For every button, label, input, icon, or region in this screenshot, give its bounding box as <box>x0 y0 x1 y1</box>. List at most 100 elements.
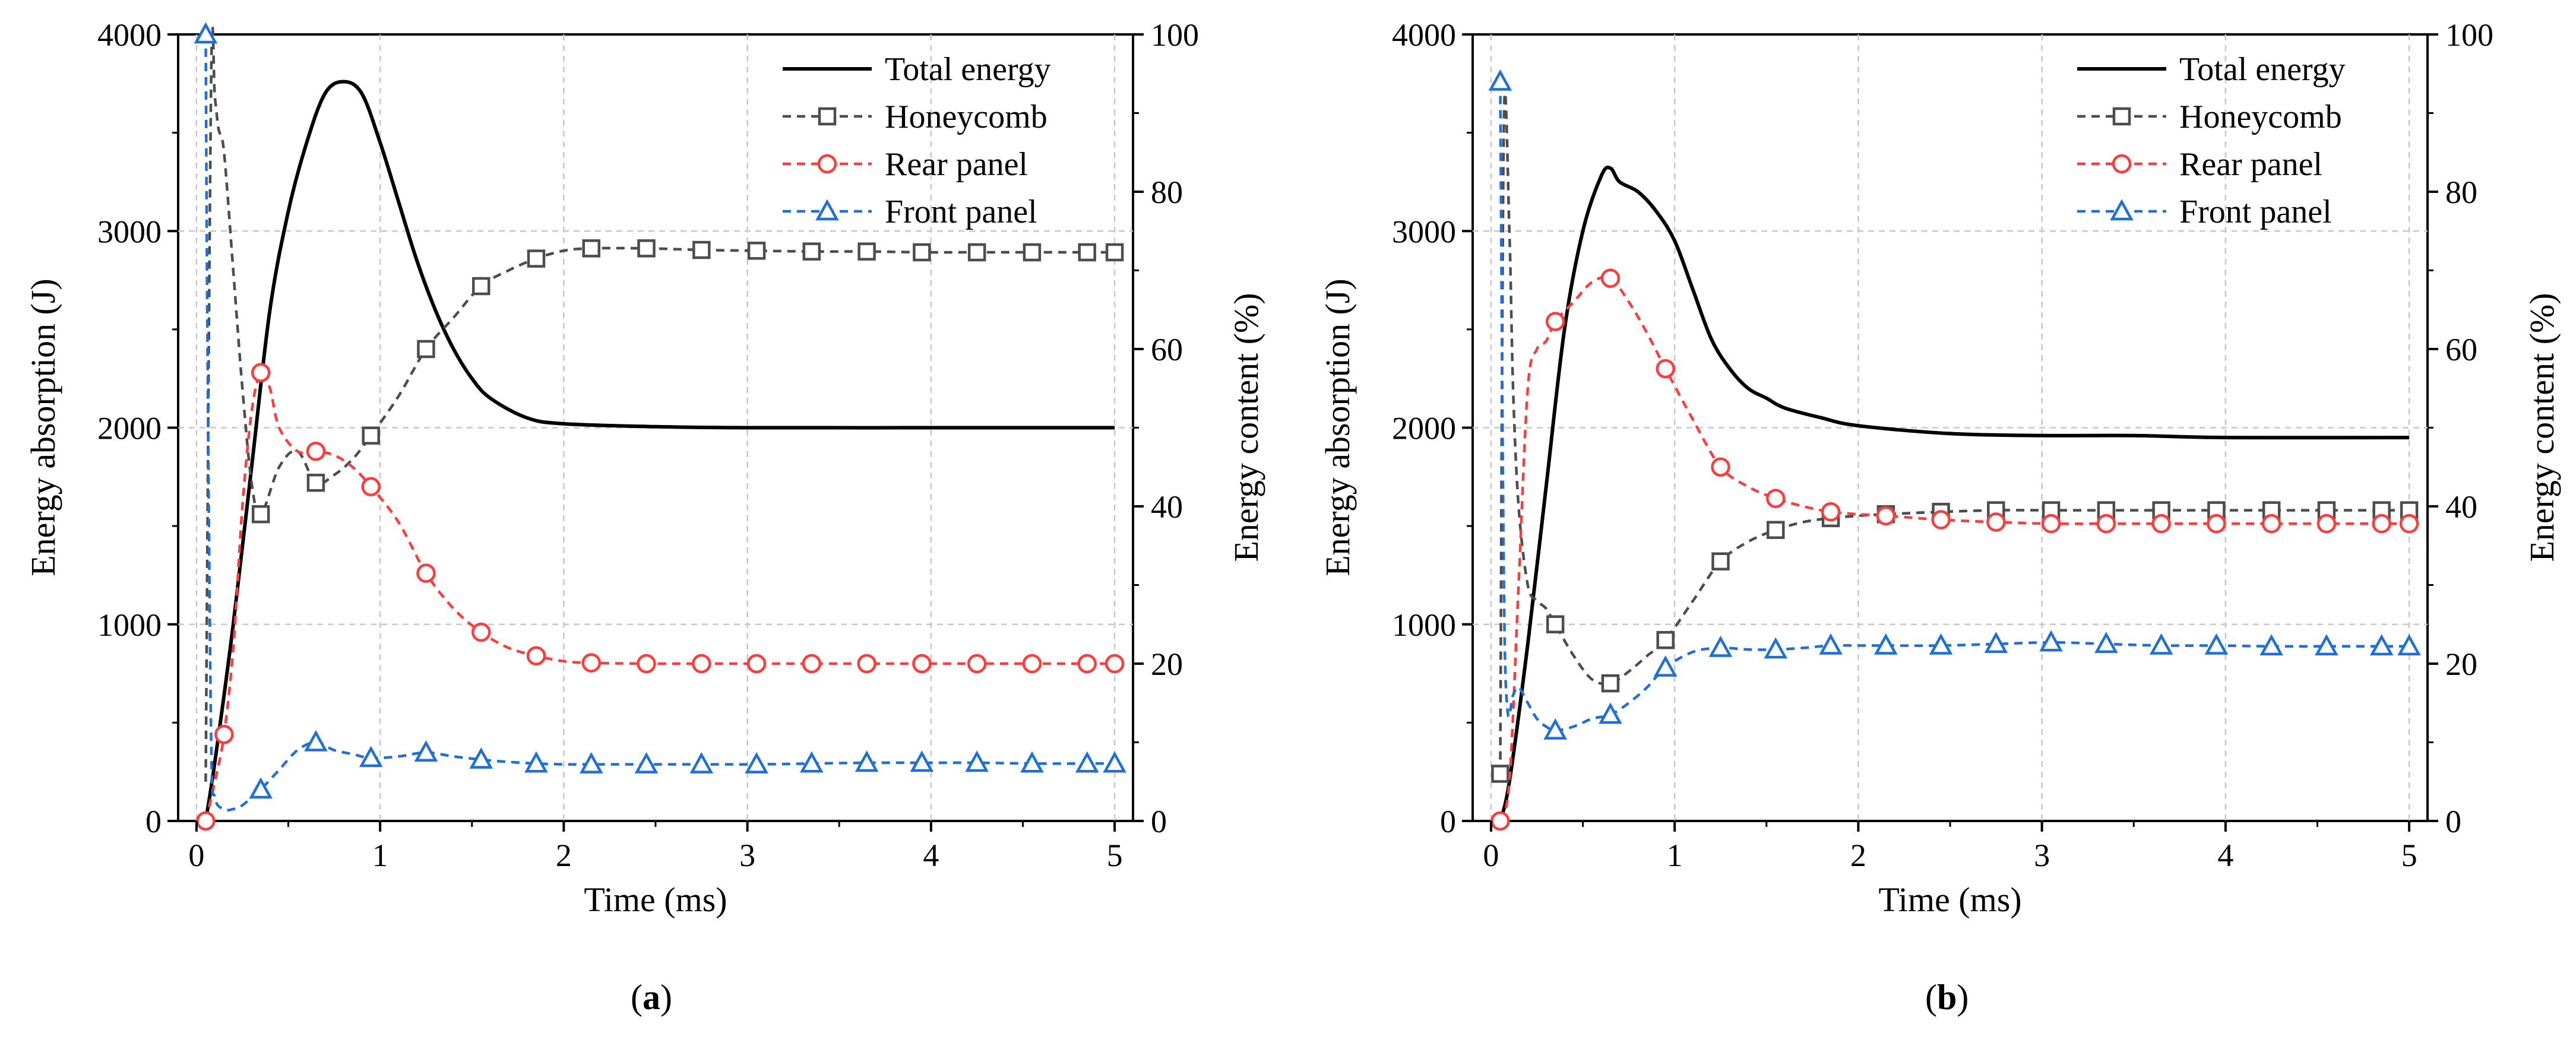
data-point-rear-panel <box>802 654 822 674</box>
data-point-honeycomb <box>857 242 876 261</box>
legend-marker-honeycomb <box>818 107 837 126</box>
data-point-rear-panel <box>306 442 326 461</box>
data-point-rear-panel <box>2261 513 2281 534</box>
data-point-front-panel <box>2397 634 2421 656</box>
data-point-rear-panel <box>2372 513 2391 534</box>
data-point-front-panel <box>249 777 273 799</box>
data-point-rear-panel <box>1986 512 2006 532</box>
data-point-honeycomb <box>802 242 821 261</box>
data-point-rear-panel <box>1765 489 1786 508</box>
y-tick-label-right: 60 <box>2445 332 2477 367</box>
data-point-rear-panel <box>1711 457 1730 477</box>
y-tick-label-right: 0 <box>1151 804 1167 839</box>
x-tick-label: 2 <box>556 838 572 873</box>
series-layer <box>194 22 1126 831</box>
data-point-honeycomb <box>417 340 435 359</box>
data-point-front-panel <box>469 747 493 769</box>
legend-label-front-panel: Front panel <box>2179 194 2332 230</box>
x-tick-label: 1 <box>1667 838 1683 873</box>
series-line-front-panel <box>1499 81 2410 732</box>
data-point-front-panel <box>855 750 879 772</box>
data-point-rear-panel <box>2207 513 2226 534</box>
data-point-rear-panel <box>1545 312 1565 331</box>
data-point-rear-panel <box>416 563 436 583</box>
data-point-front-panel <box>1020 751 1044 773</box>
data-point-front-panel <box>745 752 768 773</box>
legend-label-rear-panel: Rear panel <box>885 146 1028 183</box>
y-tick-label-left: 1000 <box>97 607 162 643</box>
data-point-front-panel <box>1488 69 1512 91</box>
legend-label-rear-panel: Rear panel <box>2179 146 2322 183</box>
y-axis-label-right: Energy content (%) <box>1227 293 1265 562</box>
data-point-honeycomb <box>1078 243 1096 262</box>
y-tick-label-left: 0 <box>1440 804 1456 839</box>
data-point-honeycomb <box>747 242 766 260</box>
x-tick-label: 4 <box>2217 838 2233 873</box>
series-line-honeycomb <box>1499 91 2410 774</box>
data-point-rear-panel <box>581 653 602 673</box>
data-point-front-panel <box>910 750 934 772</box>
data-point-rear-panel <box>1876 506 1896 526</box>
data-point-front-panel <box>634 752 659 773</box>
data-point-front-panel <box>1929 633 1953 655</box>
y-tick-label-left: 4000 <box>97 17 162 53</box>
panel-label: (a) <box>631 978 672 1017</box>
data-point-honeycomb <box>251 505 270 524</box>
data-point-front-panel <box>194 22 218 44</box>
data-point-honeycomb <box>692 240 711 259</box>
data-point-front-panel <box>1653 655 1678 677</box>
x-axis-label: Time (ms) <box>584 880 727 919</box>
data-point-honeycomb <box>306 474 325 492</box>
legend: Total energy Honeycomb Rear panel Front pan… <box>2077 51 2346 230</box>
data-point-honeycomb <box>1491 765 1509 783</box>
data-point-honeycomb <box>1711 552 1730 570</box>
y-axis-label-left: Energy absorption (J) <box>24 278 62 576</box>
x-tick-label: 1 <box>372 838 388 873</box>
series-line-total-energy <box>204 80 1115 822</box>
data-point-rear-panel <box>526 646 546 665</box>
legend-marker-rear-panel <box>2112 154 2132 174</box>
data-point-rear-panel <box>2151 513 2171 534</box>
data-point-rear-panel <box>214 725 234 744</box>
data-point-honeycomb <box>1766 521 1785 539</box>
y-tick-label-right: 60 <box>1151 332 1183 367</box>
y-tick-label-right: 40 <box>2445 489 2477 525</box>
y-tick-label-right: 100 <box>2445 17 2493 53</box>
legend: Total energy Honeycomb Rear panel Front pan… <box>783 51 1051 230</box>
data-point-rear-panel <box>2096 513 2116 534</box>
data-point-front-panel <box>2039 630 2063 652</box>
data-point-front-panel <box>965 750 989 772</box>
data-point-front-panel <box>2369 634 2394 656</box>
y-tick-label-right: 20 <box>1151 646 1183 682</box>
legend-marker-front-panel <box>2110 199 2134 221</box>
data-point-rear-panel <box>1077 654 1097 674</box>
data-point-front-panel <box>1708 635 1733 657</box>
data-point-honeycomb <box>1105 243 1124 262</box>
data-point-honeycomb <box>582 239 601 258</box>
data-point-front-panel <box>800 751 824 773</box>
x-tick-label: 5 <box>2401 838 2417 873</box>
y-tick-label-right: 80 <box>1151 175 1183 210</box>
data-point-front-panel <box>1819 633 1843 655</box>
data-point-front-panel <box>1543 718 1567 740</box>
data-point-rear-panel <box>1022 654 1042 674</box>
data-point-front-panel <box>1984 632 2008 654</box>
y-tick-label-left: 4000 <box>1392 17 1456 53</box>
data-point-rear-panel <box>1490 811 1510 831</box>
data-point-front-panel <box>689 752 714 773</box>
data-point-rear-panel <box>2399 513 2419 534</box>
y-tick-label-left: 3000 <box>1392 214 1456 249</box>
legend-marker-front-panel <box>815 199 839 221</box>
x-tick-label: 2 <box>1850 838 1866 873</box>
y-axis-label-left: Energy absorption (J) <box>1318 278 1357 576</box>
data-point-rear-panel <box>1656 359 1675 379</box>
data-point-front-panel <box>2094 632 2118 654</box>
data-point-rear-panel <box>967 654 987 674</box>
data-point-honeycomb <box>527 249 546 268</box>
data-point-rear-panel <box>1105 654 1125 674</box>
x-tick-label: 0 <box>188 838 204 873</box>
series-line-rear-panel <box>1499 275 2410 822</box>
